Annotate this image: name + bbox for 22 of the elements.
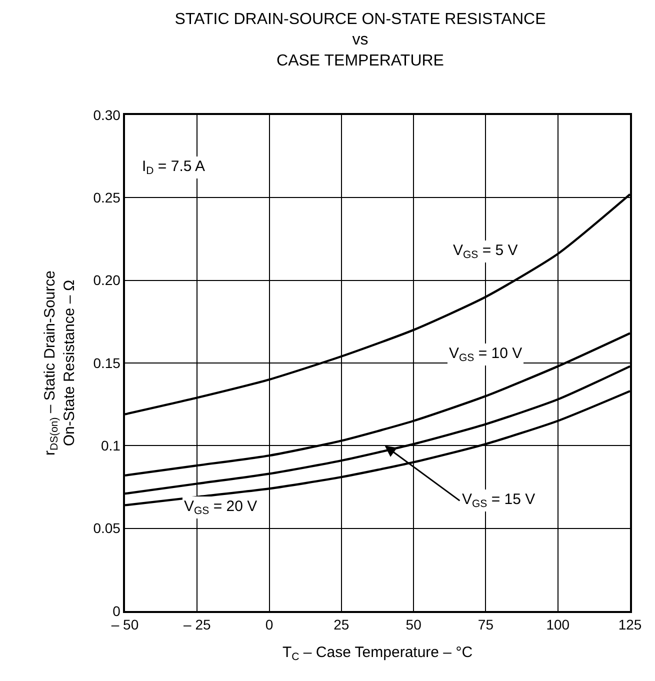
chart-title: STATIC DRAIN-SOURCE ON-STATE RESISTANCE vs CASE TEMPERATURE	[174, 10, 546, 70]
x-axis-title: T$_{C}$ – Case Temperature – °C	[282, 644, 473, 664]
x-tick-label: 100	[546, 616, 570, 633]
x-tick-label: – 50	[111, 616, 139, 633]
x-tick-label: 125	[618, 616, 642, 633]
x-tick-label: 75	[478, 616, 494, 633]
y-tick-label: 0.1	[100, 438, 121, 454]
annotation: V$_{GS}$ = 5 V	[453, 242, 518, 262]
annotation: V$_{GS}$ = 10 V	[449, 345, 522, 364]
x-tick-label: 50	[406, 616, 422, 633]
y-tick-label: 0	[112, 602, 121, 619]
y-tick-label: 0.15	[93, 354, 121, 371]
x-tick-label: – 25	[184, 616, 211, 633]
x-tick-label: 0	[265, 616, 274, 633]
x-tick-label: 25	[334, 616, 350, 633]
annotation: I$_{D}$ = 7.5 A	[142, 158, 206, 178]
y-tick-label: 0.05	[93, 520, 121, 536]
y-tick-label: 0.20	[93, 272, 121, 288]
y-tick-label: 0.25	[93, 190, 121, 206]
y-tick-label: 0.30	[93, 106, 121, 123]
annotation: V$_{GS}$ = 20 V	[184, 498, 258, 518]
annotation: V$_{GS}$ = 15 V	[462, 491, 536, 510]
